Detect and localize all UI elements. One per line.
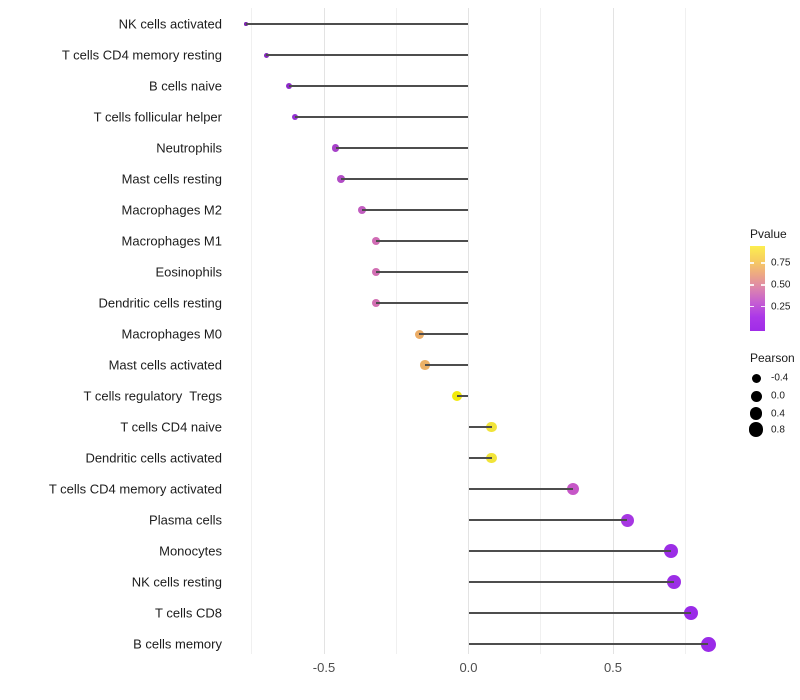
gridline-minor (251, 8, 253, 654)
lollipop-stem (468, 457, 492, 459)
row-label: Eosinophils (155, 264, 223, 280)
lollipop-stem (376, 271, 469, 273)
pearson-size-label: 0.8 (771, 424, 785, 435)
colorbar-tick (750, 262, 754, 264)
lollipop-stem (361, 209, 469, 211)
colorbar-tick (750, 284, 754, 286)
row-label: T cells follicular helper (93, 109, 222, 125)
row-label: T cells CD8 (155, 605, 222, 621)
lollipop-stem (376, 240, 469, 242)
pearson-size-dot (751, 373, 761, 383)
pvalue-colorbar (750, 246, 765, 331)
colorbar-tick-label: 0.75 (771, 257, 791, 269)
row-label: B cells naive (149, 78, 222, 94)
row-label: Plasma cells (149, 512, 222, 528)
x-tick-label: -0.5 (312, 660, 336, 675)
lollipop-dot (663, 544, 678, 558)
lollipop-stem (468, 581, 674, 583)
row-label: Neutrophils (156, 140, 222, 156)
lollipop-stem (341, 178, 469, 180)
colorbar-tick (761, 305, 765, 308)
gridline-minor (684, 8, 686, 654)
x-tick-label: 0.0 (459, 660, 478, 675)
lollipop-dot (566, 483, 579, 495)
lollipop-stem (335, 147, 469, 149)
lollipop-dot (486, 421, 497, 433)
lollipop-stem (468, 426, 492, 428)
pearson-size-label: 0.0 (771, 390, 785, 402)
row-label: NK cells resting (131, 574, 222, 590)
colorbar-tick-label: 0.50 (771, 279, 791, 291)
gridline-major (468, 8, 469, 654)
lollipop-stem (419, 333, 469, 335)
row-label: T cells CD4 memory activated (48, 481, 222, 497)
pearson-size-label: -0.4 (771, 372, 789, 384)
lollipop-stem (468, 612, 692, 614)
lollipop-stem (468, 488, 573, 490)
colorbar-tick-label: 0.25 (771, 301, 791, 312)
pearson-size-label: 0.4 (771, 408, 785, 419)
pearson-size-dot (750, 390, 762, 402)
row-label: Dendritic cells resting (98, 295, 222, 311)
row-label: Macrophages M0 (121, 326, 222, 342)
row-label: Monocytes (159, 543, 222, 559)
lollipop-stem (245, 23, 469, 25)
lollipop-stem (456, 395, 469, 397)
colorbar-tick (750, 305, 754, 308)
lollipop-dot (620, 513, 634, 527)
row-label: T cells CD4 naive (120, 419, 222, 435)
lollipop-dot (666, 575, 681, 589)
colorbar-tick (761, 284, 765, 286)
lollipop-stem (468, 550, 671, 552)
lollipop-dot (683, 605, 699, 621)
gridline-minor (395, 8, 397, 654)
x-tick-label: 0.5 (603, 660, 623, 675)
pearson-size-dot (749, 407, 763, 420)
lollipop-dot (700, 636, 716, 652)
row-label: Macrophages M2 (121, 202, 222, 218)
legend-pearson-title: Pearson (750, 351, 795, 365)
row-label: B cells memory (133, 636, 222, 652)
lollipop-dot (486, 452, 497, 464)
row-label: Mast cells resting (121, 171, 222, 187)
colorbar-tick (761, 262, 765, 264)
pearson-size-dot (748, 422, 764, 437)
row-label: Mast cells activated (108, 357, 222, 373)
lollipop-stem (295, 116, 469, 118)
lollipop-stem (425, 364, 469, 366)
gridline-minor (540, 8, 542, 654)
legend-pvalue-title: Pvalue (750, 227, 787, 241)
lollipop-stem (266, 54, 469, 56)
row-label: T cells CD4 memory resting (61, 47, 222, 63)
row-label: Macrophages M1 (121, 233, 222, 249)
lollipop-stem (376, 302, 469, 304)
lollipop-stem (289, 85, 469, 87)
row-label: T cells regulatory Tregs (83, 388, 222, 404)
lollipop-stem (468, 519, 628, 521)
lollipop-stem (468, 643, 709, 645)
gridline-major (612, 8, 614, 654)
row-label: Dendritic cells activated (85, 450, 222, 466)
gridline-major (323, 8, 325, 654)
row-label: NK cells activated (118, 16, 222, 32)
